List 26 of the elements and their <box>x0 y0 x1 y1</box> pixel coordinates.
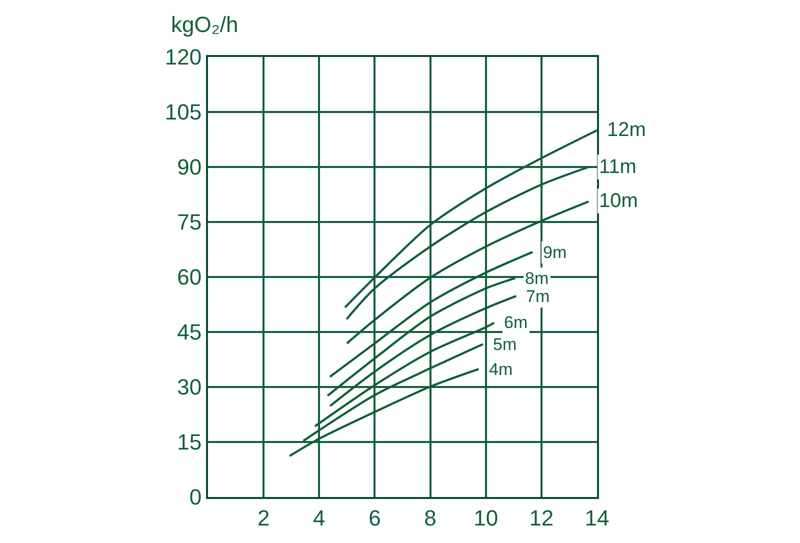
series-label: 6m <box>504 313 528 332</box>
series-label: 11m <box>599 156 636 178</box>
series-label: 4m <box>489 360 513 379</box>
x-tick-label: 4 <box>313 505 326 530</box>
y-tick-label: 30 <box>177 374 202 400</box>
y-axis-title: kgO₂/h <box>171 12 238 37</box>
y-tick-label: 120 <box>164 44 202 70</box>
series-label: 8m <box>525 269 549 288</box>
series-label: 10m <box>599 190 638 212</box>
y-tick-label: 75 <box>177 210 202 235</box>
series-label: 7m <box>526 287 550 306</box>
x-tick-label: 2 <box>257 505 270 530</box>
y-tick-label: 0 <box>189 484 202 510</box>
x-tick-label: 12 <box>529 505 554 530</box>
y-tick-label: 60 <box>177 264 202 290</box>
x-tick-label: 14 <box>584 505 610 530</box>
x-tick-label: 8 <box>424 505 436 530</box>
y-tick-label: 105 <box>164 100 202 125</box>
y-tick-label: 90 <box>177 154 202 180</box>
series-label: 5m <box>493 335 517 354</box>
y-tick-label: 15 <box>177 430 202 455</box>
series-label: 9m <box>543 243 567 262</box>
series-label: 12m <box>607 119 646 141</box>
x-tick-label: 10 <box>474 505 498 530</box>
y-tick-label: 45 <box>177 320 202 345</box>
x-tick-label: 6 <box>368 505 381 530</box>
